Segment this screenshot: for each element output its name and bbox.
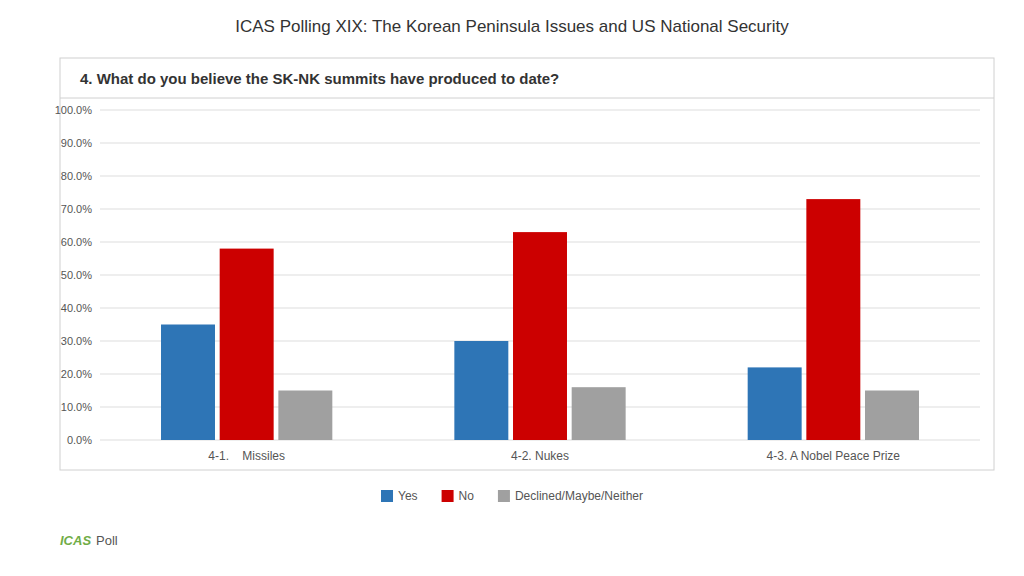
- legend-label: Declined/Maybe/Neither: [515, 489, 643, 503]
- legend-label: No: [459, 489, 475, 503]
- x-tick-label: 4-2. Nukes: [511, 449, 569, 463]
- bar: [748, 367, 802, 440]
- bar: [572, 387, 626, 440]
- bar: [278, 391, 332, 441]
- y-tick-label: 10.0%: [61, 401, 92, 413]
- bar: [220, 249, 274, 440]
- y-tick-label: 20.0%: [61, 368, 92, 380]
- legend-item: Declined/Maybe/Neither: [498, 489, 643, 503]
- legend-swatch: [498, 490, 510, 502]
- grid-line: [100, 110, 980, 111]
- y-tick-label: 90.0%: [61, 137, 92, 149]
- bar: [513, 232, 567, 440]
- bar: [161, 325, 215, 441]
- footer-text: Poll: [96, 533, 118, 548]
- grid-line: [100, 143, 980, 144]
- y-tick-label: 0.0%: [67, 434, 92, 446]
- y-tick-label: 100.0%: [55, 104, 93, 116]
- y-tick-label: 80.0%: [61, 170, 92, 182]
- bars: [161, 199, 919, 440]
- legend-swatch: [442, 490, 454, 502]
- x-tick-label: 4-1. Missiles: [208, 449, 285, 463]
- chart-frame: [60, 58, 994, 470]
- subtitle: 4. What do you believe the SK-NK summits…: [80, 70, 559, 87]
- legend-swatch: [381, 490, 393, 502]
- legend: Yes No Declined/Maybe/Neither: [381, 489, 643, 503]
- y-tick-label: 30.0%: [61, 335, 92, 347]
- y-tick-label: 70.0%: [61, 203, 92, 215]
- y-tick-label: 60.0%: [61, 236, 92, 248]
- bar: [454, 341, 508, 440]
- subtitle-separator: [60, 98, 994, 99]
- y-tick-label: 40.0%: [61, 302, 92, 314]
- bar: [806, 199, 860, 440]
- bar: [865, 391, 919, 441]
- x-tick-label: 4-3. A Nobel Peace Prize: [767, 449, 901, 463]
- legend-label: Yes: [398, 489, 418, 503]
- title: ICAS Polling XIX: The Korean Peninsula I…: [235, 17, 789, 36]
- chart-svg: ICAS Polling XIX: The Korean Peninsula I…: [0, 0, 1024, 576]
- legend-item: Yes: [381, 489, 418, 503]
- y-axis: 0.0% 10.0% 20.0% 30.0% 40.0% 50.0% 60.0% 70.0% 8…: [55, 104, 980, 446]
- x-axis: 4-1. Missiles 4-2. Nukes 4-3. A Nobel Peac…: [208, 449, 900, 463]
- legend-item: No: [442, 489, 475, 503]
- footer-text: ICAS: [60, 533, 91, 548]
- y-tick-label: 50.0%: [61, 269, 92, 281]
- grid-line: [100, 176, 980, 177]
- chart-container: ICAS Polling XIX: The Korean Peninsula I…: [0, 0, 1024, 576]
